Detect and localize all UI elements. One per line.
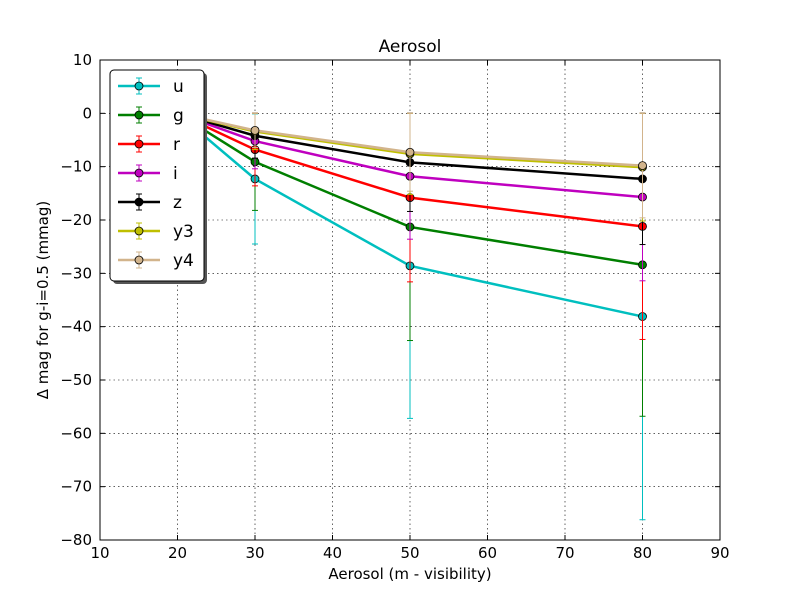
y-tick-label: −20 — [60, 211, 92, 229]
legend-label-z: z — [173, 193, 182, 213]
legend-label-i: i — [173, 164, 178, 184]
x-axis-label: Aerosol (m - visibility) — [328, 565, 491, 583]
legend-label-g: g — [173, 106, 184, 126]
legend-item-y4: y4 — [118, 251, 194, 271]
x-tick-label: 60 — [478, 544, 497, 562]
y-axis-label: Δ mag for g-i=0.5 (mmag) — [34, 201, 52, 399]
legend-marker — [134, 110, 144, 120]
series-line-z — [177, 112, 643, 181]
series-y4 — [173, 108, 647, 219]
legend-marker — [134, 226, 144, 236]
data-point-y4 — [638, 161, 647, 171]
x-tick-label: 80 — [633, 544, 652, 562]
legend-marker — [134, 197, 144, 207]
series-line-g — [176, 112, 643, 267]
legend-marker — [134, 168, 144, 178]
y-axis-ticks: 10 0 −10 −20 −30 −40 −50 −60 −70 −80 — [60, 51, 720, 549]
y-tick-label: 0 — [82, 104, 92, 122]
legend-item-z: z — [118, 193, 182, 213]
x-tick-label: 10 — [90, 544, 109, 562]
y-tick-label: −10 — [60, 158, 92, 176]
y-tick-label: −60 — [60, 424, 92, 442]
data-point-y4 — [250, 125, 260, 135]
series-line-i — [177, 112, 643, 199]
x-tick-label: 20 — [168, 544, 187, 562]
legend-item-y3: y3 — [118, 222, 194, 242]
y-tick-label: 10 — [73, 51, 92, 69]
series-layer — [173, 108, 647, 521]
series-line-u — [176, 112, 643, 318]
legend-label-r: r — [173, 135, 180, 155]
legend-item-i: i — [118, 164, 178, 184]
legend-marker — [134, 139, 144, 149]
legend-item-r: r — [118, 135, 180, 155]
legend-item-g: g — [118, 106, 184, 126]
y-tick-label: −80 — [60, 531, 92, 549]
legend-item-u: u — [118, 77, 184, 97]
legend-label-y4: y4 — [173, 251, 194, 271]
x-tick-label: 70 — [555, 544, 574, 562]
legend-marker — [134, 255, 144, 265]
series-g — [173, 108, 647, 417]
y-tick-label: −30 — [60, 264, 92, 282]
series-line-y4 — [177, 112, 643, 167]
legend-marker — [134, 81, 144, 91]
legend-box — [109, 69, 205, 282]
legend-label-u: u — [173, 77, 184, 97]
x-axis-ticks: 10 20 30 40 50 60 70 80 90 — [90, 60, 730, 562]
x-tick-label: 30 — [245, 544, 264, 562]
legend-label-y3: y3 — [173, 222, 194, 242]
chart-title: Aerosol — [379, 37, 442, 57]
x-tick-label: 40 — [323, 544, 342, 562]
series-line-r — [176, 112, 643, 228]
x-tick-label: 50 — [400, 544, 419, 562]
y-tick-label: −70 — [60, 478, 92, 496]
y-tick-label: −50 — [60, 371, 92, 389]
x-tick-label: 90 — [710, 544, 729, 562]
y-tick-label: −40 — [60, 318, 92, 336]
data-point-y4 — [405, 147, 415, 157]
